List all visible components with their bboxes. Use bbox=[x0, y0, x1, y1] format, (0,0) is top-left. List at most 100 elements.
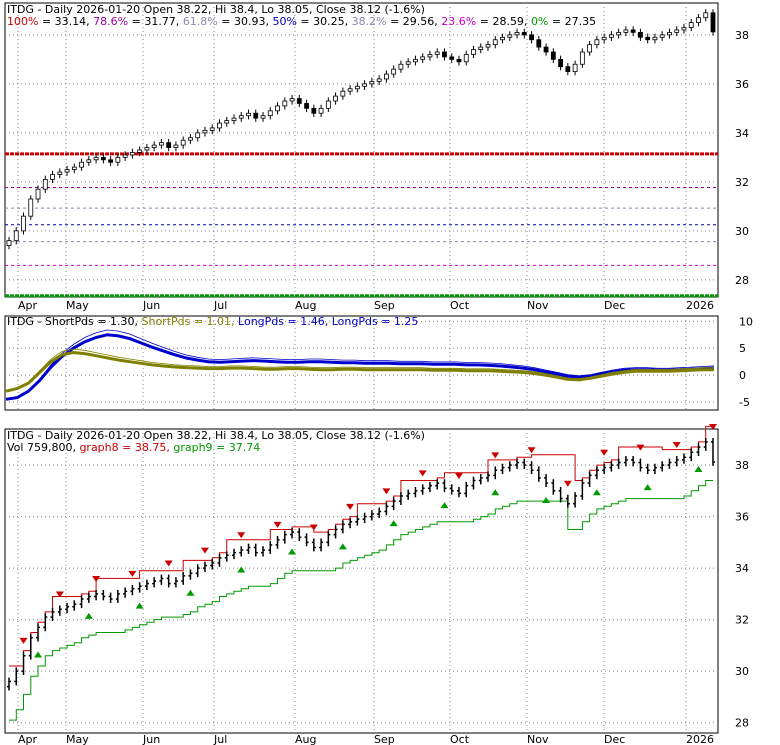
price-candle bbox=[492, 39, 498, 46]
y-tick-label: 28 bbox=[735, 274, 749, 287]
buy-arrow bbox=[84, 612, 93, 619]
x-tick-label: May bbox=[66, 299, 89, 312]
sell-arrow bbox=[563, 480, 572, 487]
price-candle bbox=[253, 112, 259, 119]
price-candle bbox=[137, 149, 143, 153]
sell-arrow bbox=[527, 447, 536, 454]
price-candle bbox=[478, 46, 484, 50]
price-candle bbox=[217, 122, 222, 129]
price-candle bbox=[659, 34, 665, 38]
price-candle bbox=[565, 66, 571, 72]
sell-arrow bbox=[92, 576, 101, 583]
price-candle bbox=[28, 198, 34, 217]
x-tick-label: Aug bbox=[295, 733, 316, 745]
price-candle bbox=[318, 107, 324, 114]
buy-arrow bbox=[643, 484, 652, 491]
panel1-title: ITDG - Daily 2026-01-20 Open 38.22, Hi 3… bbox=[7, 3, 425, 16]
price-candle bbox=[616, 32, 622, 36]
y-tick-label: 30 bbox=[735, 225, 749, 238]
price-candle bbox=[645, 36, 651, 41]
price-candle bbox=[471, 49, 476, 55]
price-candle bbox=[456, 58, 462, 63]
price-candle bbox=[572, 63, 578, 72]
price-candle bbox=[144, 147, 150, 151]
price-candle bbox=[129, 152, 135, 156]
price-candle bbox=[209, 127, 215, 131]
x-tick-label: May bbox=[66, 733, 89, 745]
buy-arrow bbox=[542, 496, 551, 503]
fib-legend-label: 100% bbox=[7, 15, 38, 28]
price-candle bbox=[550, 51, 556, 60]
sell-arrow bbox=[382, 488, 391, 495]
y-tick-label: 10 bbox=[739, 315, 753, 328]
price-candle bbox=[79, 161, 84, 168]
price-candle bbox=[238, 115, 244, 119]
buy-arrow bbox=[694, 466, 703, 473]
price-candle bbox=[688, 22, 694, 28]
fib-legend-label: 0% bbox=[531, 15, 548, 28]
price-candle bbox=[86, 159, 92, 163]
price-candle bbox=[108, 159, 114, 163]
x-tick-label: Apr bbox=[18, 733, 38, 745]
fib-legend-value: = 33.14, bbox=[38, 15, 93, 28]
oscillator-legend-entry: ShortPds = 1.01, bbox=[141, 315, 238, 328]
buy-arrow bbox=[34, 651, 43, 658]
panel-frame-3 bbox=[4, 428, 719, 734]
fib-legend-value: = 27.35 bbox=[548, 15, 596, 28]
price-candle bbox=[652, 36, 658, 41]
y-tick-label: 0 bbox=[739, 369, 746, 382]
x-tick-label: Jul bbox=[213, 733, 227, 745]
sell-arrow bbox=[491, 452, 500, 459]
fib-legend-label: 61.8% bbox=[183, 15, 218, 28]
oscillator-line-1 bbox=[5, 333, 715, 401]
price-candle bbox=[558, 58, 563, 68]
oscillator-line-2 bbox=[5, 350, 714, 393]
y-tick-label: 34 bbox=[735, 562, 749, 575]
price-candle bbox=[696, 17, 701, 24]
sell-arrow bbox=[273, 521, 282, 528]
sell-arrow bbox=[164, 560, 173, 567]
panel2-prefix: ITDG - bbox=[7, 315, 45, 328]
price-candle bbox=[369, 81, 375, 85]
y-tick-label: -5 bbox=[739, 396, 750, 409]
buy-arrow bbox=[186, 589, 195, 596]
price-candle bbox=[623, 29, 629, 33]
fib-legend-value: = 30.25, bbox=[297, 15, 352, 28]
x-tick-label: 2026 bbox=[686, 299, 714, 312]
price-candle bbox=[57, 171, 63, 175]
sell-arrow bbox=[237, 532, 246, 539]
price-candle bbox=[311, 107, 317, 114]
price-candle bbox=[354, 85, 360, 90]
oscillator-thin-line-1 bbox=[5, 329, 715, 400]
price-candle bbox=[347, 88, 353, 92]
fib-legend-label: 78.6% bbox=[93, 15, 128, 28]
panel3-legend-entry: Vol 759,800, bbox=[7, 441, 79, 454]
price-candle bbox=[333, 95, 338, 102]
sell-arrow bbox=[600, 449, 609, 456]
price-candle bbox=[224, 120, 230, 124]
buy-arrow bbox=[338, 543, 347, 550]
price-candle bbox=[71, 166, 77, 170]
price-candle bbox=[413, 58, 418, 63]
x-tick-label: Dec bbox=[604, 733, 625, 745]
fib-legend-label: 50% bbox=[272, 15, 296, 28]
price-candle bbox=[151, 144, 157, 148]
fib-legend-value: = 30.93, bbox=[218, 15, 273, 28]
lower-stop-line bbox=[9, 480, 713, 721]
price-candle bbox=[529, 34, 534, 41]
price-candle bbox=[587, 44, 593, 53]
price-candle bbox=[536, 39, 542, 48]
price-candle bbox=[391, 68, 397, 75]
price-candle bbox=[667, 32, 672, 36]
price-candle bbox=[42, 178, 48, 190]
y-tick-label: 32 bbox=[735, 614, 749, 627]
fib-legend-value: = 28.59, bbox=[476, 15, 531, 28]
price-candle bbox=[442, 51, 447, 58]
price-candle bbox=[579, 51, 585, 65]
y-tick-label: 34 bbox=[735, 127, 749, 140]
y-tick-label: 38 bbox=[735, 29, 749, 42]
price-candle bbox=[188, 137, 193, 141]
y-tick-label: 38 bbox=[735, 459, 749, 472]
x-tick-label: Jun bbox=[142, 733, 160, 745]
price-candle bbox=[449, 56, 455, 60]
